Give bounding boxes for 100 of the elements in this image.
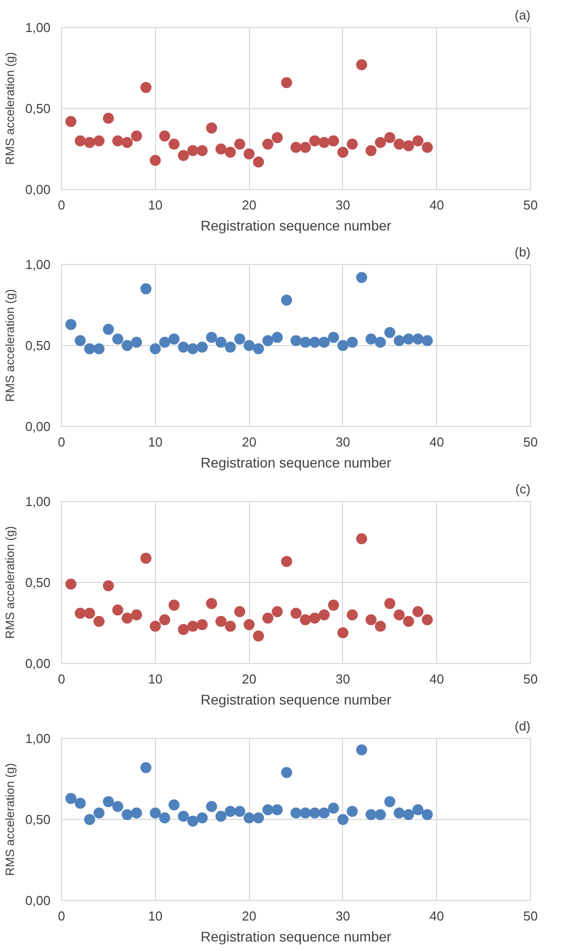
point (224, 342, 236, 353)
point (206, 122, 218, 134)
point (374, 620, 386, 632)
point (84, 137, 96, 148)
x-tick-label: 40 (429, 434, 444, 450)
y-tick-label: 0,50 (25, 101, 51, 116)
x-tick-label: 10 (148, 908, 163, 924)
point (159, 812, 170, 824)
point (244, 619, 255, 630)
point (187, 620, 198, 632)
point (187, 145, 198, 156)
point (384, 796, 396, 808)
point (374, 809, 386, 820)
y-axis-title: RMS acceleration (g) (3, 52, 18, 165)
point (244, 812, 255, 824)
point (112, 135, 124, 146)
point (140, 82, 152, 93)
point (102, 580, 114, 592)
point (112, 604, 124, 616)
point (224, 146, 236, 158)
x-tick-label: 40 (429, 908, 444, 924)
point (187, 343, 198, 354)
y-tick-label: 0,00 (25, 182, 51, 197)
point (384, 598, 396, 610)
point (234, 334, 246, 345)
point (215, 336, 226, 348)
point (112, 801, 124, 812)
point (159, 614, 170, 626)
point (412, 804, 424, 816)
point (224, 806, 236, 817)
point (215, 616, 226, 627)
point (178, 810, 189, 822)
x-tick-label: 20 (242, 434, 256, 450)
point (150, 154, 161, 166)
x-tick-label: 0 (58, 434, 66, 450)
point (84, 608, 96, 619)
x-tick-label: 40 (429, 198, 444, 212)
point (422, 614, 433, 626)
point (159, 336, 170, 348)
point (206, 332, 218, 343)
point (65, 792, 76, 804)
y-tick-label: 1,00 (25, 494, 51, 509)
point (131, 130, 142, 142)
y-axis-title: RMS acceleration (g) (3, 526, 18, 639)
point (366, 809, 377, 820)
point (252, 156, 264, 168)
point (318, 137, 330, 148)
y-tick-label: 1,00 (25, 257, 51, 272)
y-axis-title: RMS acceleration (g) (3, 289, 18, 402)
point (122, 137, 133, 148)
point (234, 806, 246, 817)
point (65, 116, 76, 127)
x-tick-label: 30 (336, 434, 350, 450)
point (196, 619, 208, 630)
point (272, 804, 283, 816)
y-tick-label: 0,50 (25, 575, 51, 590)
x-tick-label: 50 (523, 908, 538, 924)
point (394, 609, 405, 620)
point (272, 606, 283, 618)
point (131, 808, 142, 819)
x-tick-label: 0 (58, 198, 66, 212)
point (150, 808, 161, 819)
point (94, 343, 105, 354)
point (168, 334, 180, 345)
point (65, 318, 76, 330)
point (422, 335, 433, 346)
point (272, 132, 283, 144)
point (281, 767, 292, 778)
point (384, 132, 396, 144)
point (262, 335, 274, 346)
y-tick-label: 0,00 (25, 656, 51, 671)
point (412, 135, 424, 146)
point (300, 142, 311, 153)
chart-title: (b) (514, 244, 530, 260)
x-tick-label: 20 (242, 908, 256, 924)
point (403, 140, 414, 152)
point (366, 145, 377, 156)
point (122, 340, 133, 351)
point (403, 616, 414, 627)
point (356, 744, 368, 756)
point (290, 335, 302, 346)
y-tick-label: 0,50 (25, 812, 51, 827)
point (318, 808, 330, 819)
x-tick-label: 10 (148, 672, 163, 686)
point (131, 336, 142, 348)
point (74, 608, 86, 619)
point (159, 130, 170, 142)
point (84, 343, 96, 354)
point (102, 796, 114, 808)
point (206, 801, 218, 812)
x-tick-label: 10 (148, 198, 163, 212)
point (300, 336, 311, 348)
point (403, 809, 414, 820)
point (94, 616, 105, 627)
point (346, 336, 358, 348)
x-tick-label: 30 (336, 908, 350, 924)
point (102, 324, 114, 335)
x-tick-label: 10 (148, 434, 163, 450)
point (187, 816, 198, 827)
point (374, 336, 386, 348)
